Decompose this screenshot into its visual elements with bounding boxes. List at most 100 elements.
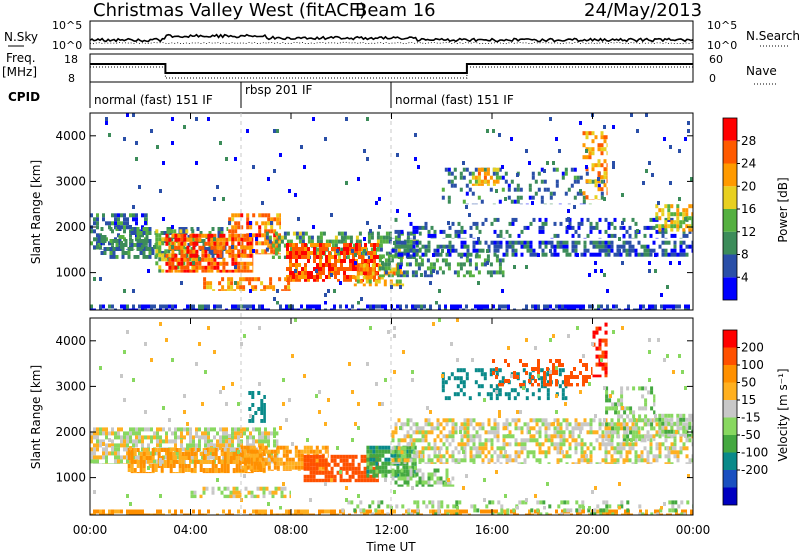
data-cell <box>515 218 518 222</box>
data-cell <box>547 392 550 396</box>
data-cell <box>248 281 251 285</box>
data-cell <box>623 422 626 426</box>
data-cell <box>195 270 198 273</box>
data-cell <box>170 472 173 473</box>
data-cell <box>456 305 459 309</box>
data-cell <box>108 305 111 309</box>
data-cell <box>685 224 688 228</box>
data-cell <box>524 226 527 230</box>
data-cell <box>571 184 574 188</box>
data-cell <box>185 456 188 460</box>
data-cell <box>252 439 255 443</box>
data-cell <box>428 241 431 245</box>
data-cell <box>680 446 683 450</box>
data-cell <box>548 446 551 450</box>
data-cell <box>96 439 99 443</box>
data-cell <box>570 371 573 375</box>
data-cell <box>487 254 490 258</box>
data-cell <box>378 454 381 458</box>
data-cell <box>562 396 565 400</box>
data-cell <box>467 438 470 442</box>
data-cell <box>381 470 384 474</box>
data-cell <box>427 266 430 270</box>
data-cell <box>466 184 469 188</box>
data-cell <box>532 172 535 176</box>
data-cell <box>669 305 672 309</box>
data-cell <box>96 225 99 229</box>
data-cell <box>410 426 413 430</box>
data-cell <box>283 454 286 458</box>
data-cell <box>189 431 192 435</box>
data-cell <box>261 435 264 439</box>
data-cell <box>355 479 358 482</box>
data-cell <box>494 422 497 426</box>
data-cell <box>230 491 233 495</box>
data-cell <box>114 455 117 459</box>
data-cell <box>419 450 422 454</box>
data-cell <box>434 454 437 458</box>
data-cell <box>683 446 686 450</box>
data-cell <box>525 363 528 367</box>
data-cell <box>470 234 473 238</box>
data-cell <box>648 305 651 309</box>
data-cell <box>158 269 161 272</box>
data-cell <box>478 180 481 184</box>
data-cell <box>138 439 141 443</box>
data-cell <box>339 305 342 309</box>
data-cell <box>488 430 491 434</box>
data-cell <box>601 180 604 184</box>
data-cell <box>530 245 533 249</box>
data-cell <box>192 246 195 250</box>
data-cell <box>310 243 313 247</box>
data-cell <box>198 238 201 242</box>
data-cell <box>233 487 236 491</box>
data-cell <box>482 422 485 426</box>
data-cell <box>179 472 182 473</box>
data-cell <box>287 285 290 289</box>
data-cell <box>93 221 96 225</box>
data-cell <box>228 221 231 225</box>
data-cell <box>271 458 274 462</box>
data-cell <box>581 446 584 450</box>
data-cell <box>472 204 475 205</box>
data-cell <box>398 442 401 446</box>
data-cell <box>572 245 575 249</box>
data-cell <box>155 261 158 265</box>
data-cell <box>491 438 494 442</box>
data-cell <box>519 383 522 386</box>
data-cell <box>526 396 529 400</box>
data-cell <box>295 446 298 450</box>
data-cell <box>416 473 419 477</box>
data-cell <box>352 455 355 459</box>
data-cell <box>316 479 319 482</box>
data-cell <box>224 472 227 473</box>
data-cell <box>180 439 183 443</box>
data-cell <box>120 427 123 431</box>
data-cell <box>331 263 334 267</box>
data-cell <box>446 458 449 462</box>
data-cell <box>265 462 268 466</box>
data-cell <box>209 285 212 289</box>
data-cell <box>520 188 523 192</box>
data-cell <box>563 430 566 434</box>
data-cell <box>174 254 177 258</box>
data-cell <box>276 217 279 221</box>
data-cell <box>132 510 135 514</box>
data-cell <box>335 236 338 240</box>
data-cell <box>650 462 653 464</box>
data-cell <box>671 234 674 238</box>
data-cell <box>301 247 304 251</box>
data-cell <box>313 279 316 282</box>
data-cell <box>407 434 410 438</box>
data-cell <box>108 510 111 514</box>
data-cell <box>274 458 277 462</box>
data-cell <box>301 458 304 462</box>
data-cell <box>210 234 213 238</box>
data-cell <box>201 305 204 309</box>
data-cell <box>150 129 153 133</box>
data-cell <box>216 443 219 447</box>
data-cell <box>663 305 666 309</box>
data-cell <box>110 239 113 243</box>
data-cell <box>300 145 303 149</box>
